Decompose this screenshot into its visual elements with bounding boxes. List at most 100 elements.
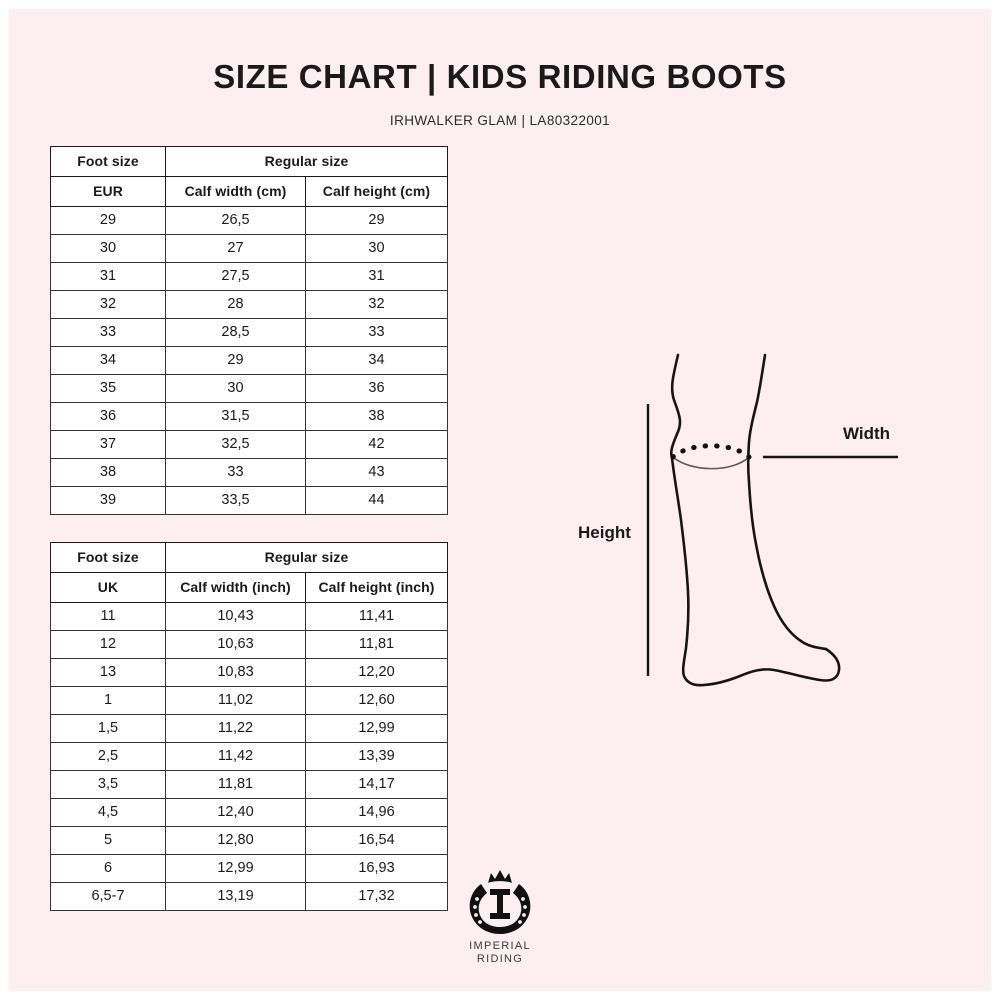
cell-foot-size: 1 bbox=[50, 686, 166, 715]
cell-calf-width: 28 bbox=[165, 290, 306, 319]
table-row: 2,5 11,42 13,39 bbox=[50, 742, 448, 771]
column-header-eur: EUR bbox=[50, 176, 166, 207]
cell-calf-width: 33 bbox=[165, 458, 306, 487]
table-row: 11 10,43 11,41 bbox=[50, 602, 448, 631]
cell-foot-size: 29 bbox=[50, 206, 166, 235]
cell-calf-height: 11,81 bbox=[305, 630, 448, 659]
cell-calf-width: 10,43 bbox=[165, 602, 306, 631]
column-header-uk: UK bbox=[50, 572, 166, 603]
cell-calf-height: 16,54 bbox=[305, 826, 448, 855]
cell-foot-size: 39 bbox=[50, 486, 166, 515]
table-row: 12 10,63 11,81 bbox=[50, 630, 448, 659]
cell-foot-size: 32 bbox=[50, 290, 166, 319]
cell-calf-width: 32,5 bbox=[165, 430, 306, 459]
cell-calf-width: 11,02 bbox=[165, 686, 306, 715]
table-row: 30 27 30 bbox=[50, 234, 448, 263]
cell-calf-height: 44 bbox=[305, 486, 448, 515]
brand-logo-text: IMPERIAL RIDING bbox=[469, 940, 531, 965]
group-header-regular-size: Regular size bbox=[165, 146, 448, 177]
cell-calf-height: 13,39 bbox=[305, 742, 448, 771]
table-group-header-row: Foot size Regular size bbox=[50, 146, 448, 177]
cell-calf-height: 42 bbox=[305, 430, 448, 459]
diagram-width-label: Width bbox=[843, 424, 891, 443]
cell-calf-width: 11,42 bbox=[165, 742, 306, 771]
column-header-calf-height: Calf height (cm) bbox=[305, 176, 448, 207]
cell-calf-height: 38 bbox=[305, 402, 448, 431]
table-row: 13 10,83 12,20 bbox=[50, 658, 448, 687]
cell-foot-size: 2,5 bbox=[50, 742, 166, 771]
table-row: 34 29 34 bbox=[50, 346, 448, 375]
cell-foot-size: 31 bbox=[50, 262, 166, 291]
table-row: 5 12,80 16,54 bbox=[50, 826, 448, 855]
column-header-calf-width: Calf width (cm) bbox=[165, 176, 306, 207]
table-row: 6 12,99 16,93 bbox=[50, 854, 448, 883]
cell-calf-width: 31,5 bbox=[165, 402, 306, 431]
page-subtitle: IRHWALKER GLAM | LA80322001 bbox=[389, 113, 611, 128]
cell-calf-height: 36 bbox=[305, 374, 448, 403]
cell-calf-width: 12,40 bbox=[165, 798, 306, 827]
table-row: 1 11,02 12,60 bbox=[50, 686, 448, 715]
cell-calf-width: 13,19 bbox=[165, 882, 306, 911]
table-row: 39 33,5 44 bbox=[50, 486, 448, 515]
column-header-calf-height: Calf height (inch) bbox=[305, 572, 448, 603]
leg-measurement-diagram bbox=[560, 330, 960, 710]
cell-calf-height: 33 bbox=[305, 318, 448, 347]
table-row: 38 33 43 bbox=[50, 458, 448, 487]
table-row: 4,5 12,40 14,96 bbox=[50, 798, 448, 827]
cell-foot-size: 34 bbox=[50, 346, 166, 375]
table-row: 35 30 36 bbox=[50, 374, 448, 403]
group-header-regular-size: Regular size bbox=[165, 542, 448, 573]
group-header-foot-size: Foot size bbox=[50, 146, 166, 177]
cell-calf-height: 16,93 bbox=[305, 854, 448, 883]
cell-foot-size: 1,5 bbox=[50, 714, 166, 743]
cell-calf-width: 12,80 bbox=[165, 826, 306, 855]
cell-foot-size: 30 bbox=[50, 234, 166, 263]
cell-calf-height: 14,96 bbox=[305, 798, 448, 827]
cell-foot-size: 33 bbox=[50, 318, 166, 347]
table-group-header-row: Foot size Regular size bbox=[50, 542, 448, 573]
table-row: 33 28,5 33 bbox=[50, 318, 448, 347]
cell-calf-width: 10,83 bbox=[165, 658, 306, 687]
group-header-foot-size: Foot size bbox=[50, 542, 166, 573]
table-column-header-row: EUR Calf width (cm) Calf height (cm) bbox=[50, 176, 448, 207]
table-row: 36 31,5 38 bbox=[50, 402, 448, 431]
cell-foot-size: 6 bbox=[50, 854, 166, 883]
cell-calf-height: 34 bbox=[305, 346, 448, 375]
table-row: 31 27,5 31 bbox=[50, 262, 448, 291]
cell-calf-width: 27 bbox=[165, 234, 306, 263]
size-table-eur: Foot size Regular size EUR Calf width (c… bbox=[50, 146, 448, 515]
cell-foot-size: 13 bbox=[50, 658, 166, 687]
cell-calf-height: 12,20 bbox=[305, 658, 448, 687]
cell-foot-size: 3,5 bbox=[50, 770, 166, 799]
cell-calf-width: 27,5 bbox=[165, 262, 306, 291]
cell-calf-width: 11,22 bbox=[165, 714, 306, 743]
cell-calf-height: 12,60 bbox=[305, 686, 448, 715]
size-table-uk: Foot size Regular size UK Calf width (in… bbox=[50, 542, 448, 911]
cell-calf-width: 11,81 bbox=[165, 770, 306, 799]
table-row: 3,5 11,81 14,17 bbox=[50, 770, 448, 799]
cell-foot-size: 5 bbox=[50, 826, 166, 855]
diagram-height-label: Height bbox=[578, 523, 631, 542]
cell-calf-height: 17,32 bbox=[305, 882, 448, 911]
table-row: 29 26,5 29 bbox=[50, 206, 448, 235]
cell-foot-size: 6,5-7 bbox=[50, 882, 166, 911]
cell-calf-height: 31 bbox=[305, 262, 448, 291]
table-row: 1,5 11,22 12,99 bbox=[50, 714, 448, 743]
cell-foot-size: 11 bbox=[50, 602, 166, 631]
column-header-calf-width: Calf width (inch) bbox=[165, 572, 306, 603]
cell-calf-width: 26,5 bbox=[165, 206, 306, 235]
cell-foot-size: 12 bbox=[50, 630, 166, 659]
cell-foot-size: 37 bbox=[50, 430, 166, 459]
cell-foot-size: 36 bbox=[50, 402, 166, 431]
cell-calf-height: 32 bbox=[305, 290, 448, 319]
cell-calf-height: 43 bbox=[305, 458, 448, 487]
page-title: SIZE CHART | KIDS RIDING BOOTS bbox=[213, 58, 787, 95]
cell-calf-width: 30 bbox=[165, 374, 306, 403]
table-row: 32 28 32 bbox=[50, 290, 448, 319]
horseshoe-crown-logo-icon bbox=[469, 870, 531, 934]
cell-foot-size: 35 bbox=[50, 374, 166, 403]
cell-calf-width: 10,63 bbox=[165, 630, 306, 659]
cell-calf-height: 14,17 bbox=[305, 770, 448, 799]
cell-calf-height: 29 bbox=[305, 206, 448, 235]
